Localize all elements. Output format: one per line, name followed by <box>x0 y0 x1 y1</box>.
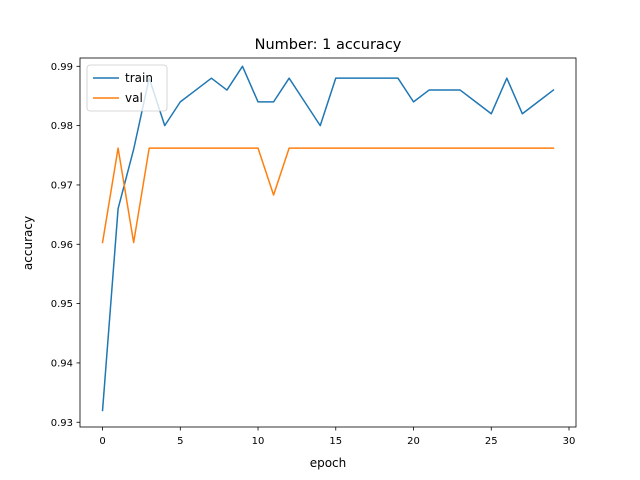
y-tick-label: 0.93 <box>51 418 73 429</box>
legend-box <box>86 64 168 112</box>
axes-layer: 0 5 10 15 20 25 30 0.93 0.94 0.95 0.96 0.97 0.98 0.99 <box>51 57 577 447</box>
x-tick-label: 0 <box>99 436 105 447</box>
x-tick-label: 25 <box>485 436 498 447</box>
legend-label-train: train <box>125 71 153 85</box>
y-axis-label: accuracy <box>21 216 35 270</box>
chart-title: Number: 1 accuracy <box>255 37 402 53</box>
series-layer <box>101 65 555 412</box>
x-tick-label: 30 <box>563 436 576 447</box>
x-tick-label: 10 <box>252 436 265 447</box>
plot-background <box>80 58 576 427</box>
legend-label-val: val <box>125 91 143 105</box>
y-tick-label: 0.95 <box>51 299 73 310</box>
y-tick-label: 0.98 <box>51 121 73 132</box>
x-tick-label: 20 <box>407 436 420 447</box>
y-tick-label: 0.99 <box>51 62 73 73</box>
y-tick-label: 0.97 <box>51 181 73 192</box>
x-tick-label: 5 <box>177 436 183 447</box>
y-tick-label: 0.94 <box>51 359 73 370</box>
x-tick-label: 15 <box>329 436 342 447</box>
legend: train val <box>86 64 168 112</box>
plot-area <box>80 58 576 427</box>
series-line-val <box>101 147 555 244</box>
y-tick-label: 0.96 <box>51 240 73 251</box>
axes-frame <box>79 57 577 428</box>
x-axis-label: epoch <box>310 456 347 470</box>
series-line-train <box>101 65 555 412</box>
